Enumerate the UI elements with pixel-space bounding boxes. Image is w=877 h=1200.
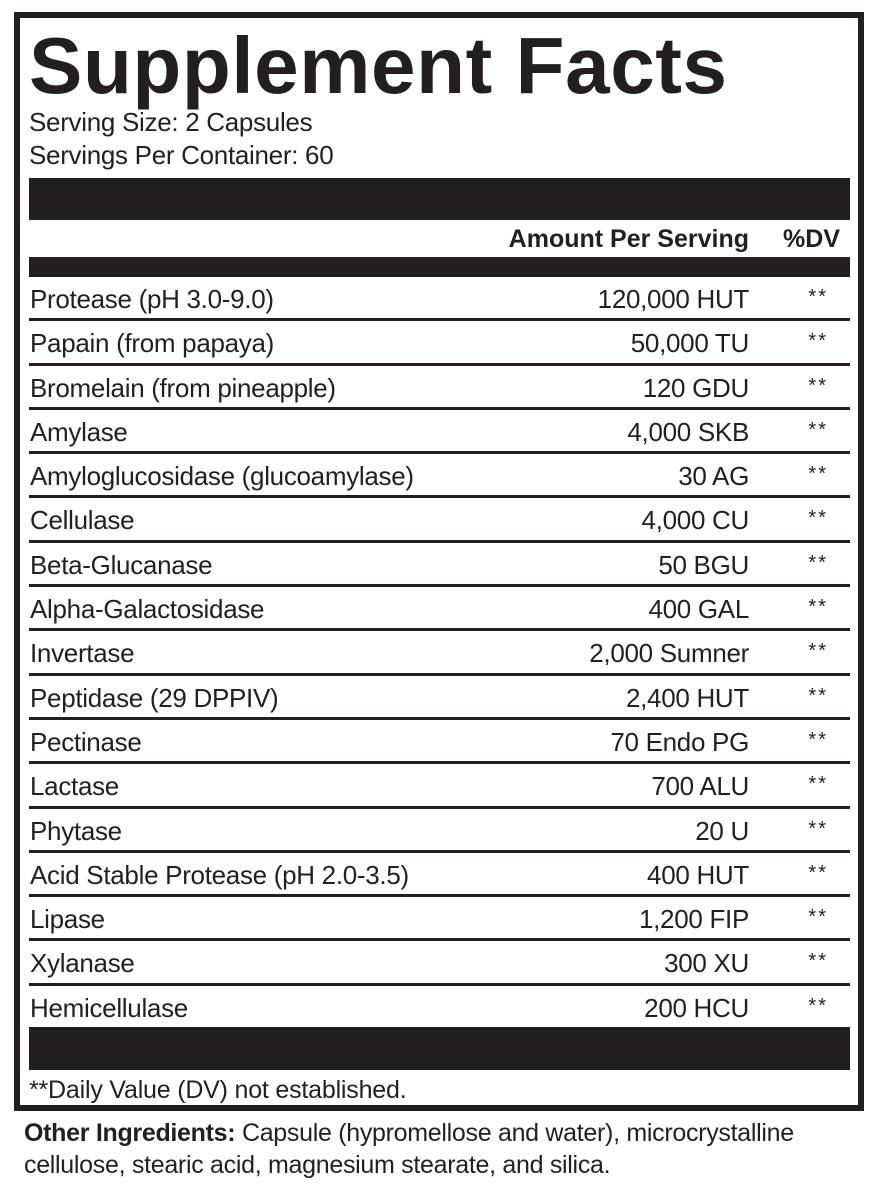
ingredient-dv: ** [808,507,828,530]
footnote: **Daily Value (DV) not established. [29,1076,407,1105]
table-row: Phytase 20 U ** [29,809,850,853]
ingredient-name: Amyloglucosidase (glucoamylase) [30,461,414,492]
table-row: Amyloglucosidase (glucoamylase) 30 AG ** [29,454,850,499]
ingredient-name: Papain (from papaya) [30,328,275,359]
table-row: Papain (from papaya) 50,000 TU ** [29,321,850,366]
ingredient-name: Lactase [30,771,119,802]
ingredient-dv: ** [808,596,828,619]
ingredient-dv: ** [808,728,828,751]
table-row: Invertase 2,000 Sumner ** [29,631,850,676]
ingredient-amount: 20 U [695,815,749,846]
panel-title: Supplement Facts [29,21,728,110]
ingredient-amount: 1,200 FIP [638,904,749,935]
ingredient-dv: ** [808,418,828,441]
ingredient-name: Hemicellulase [30,992,188,1023]
ingredient-name: Xylanase [30,948,135,979]
ingredient-dv: ** [808,906,828,929]
ingredient-dv: ** [808,640,828,663]
other-ingredients-label: Other Ingredients: [24,1119,236,1147]
ingredient-name: Invertase [30,638,135,669]
ingredient-name: Phytase [30,815,122,846]
other-ingredients-text: Capsule (hypromellose and water), microc… [24,1119,794,1179]
bottom-divider [29,1027,850,1071]
ingredient-dv: ** [808,950,828,973]
ingredient-amount: 300 XU [664,948,749,979]
ingredient-dv: ** [808,773,828,796]
ingredient-dv: ** [808,817,828,840]
thick-divider [29,178,850,220]
ingredient-name: Pectinase [30,726,142,757]
ingredient-name: Lipase [30,904,105,935]
ingredient-amount: 120,000 HUT [597,284,750,314]
ingredient-dv: ** [808,286,828,308]
table-row: Cellulase 4,000 CU ** [29,498,850,543]
table-row: Acid Stable Protease (pH 2.0-3.5) 400 HUT… [29,853,850,898]
table-row: Lipase 1,200 FIP ** [29,897,850,942]
ingredient-amount: 4,000 SKB [627,416,749,447]
ingredient-dv: ** [808,463,828,486]
ingredient-name: Acid Stable Protease (pH 2.0-3.5) [30,859,409,890]
ingredient-amount: 70 Endo PG [610,726,749,757]
table-row: Amylase 4,000 SKB ** [29,410,850,455]
table-row: Peptidase (29 DPPIV) 2,400 HUT ** [29,676,850,720]
ingredient-amount: 700 ALU [651,771,749,802]
servings-per-container: Servings Per Container: 60 [29,140,334,170]
column-header: Amount Per Serving %DV [29,220,850,257]
ingredient-name: Alpha-Galactosidase [30,594,265,625]
ingredient-amount: 400 GAL [648,594,749,625]
dv-header: %DV [783,225,840,253]
other-ingredients: Other Ingredients: Capsule (hypromellose… [24,1117,864,1181]
ingredient-amount: 120 GDU [642,372,750,403]
table-row: Xylanase 300 XU ** [29,941,850,986]
ingredient-dv: ** [808,994,828,1017]
table-row: Protease (pH 3.0-9.0) 120,000 HUT ** [29,277,850,322]
table-row: Lactase 700 ALU ** [29,764,850,809]
ingredient-name: Beta-Glucanase [30,549,213,580]
ingredient-dv: ** [808,551,828,574]
table-row: Beta-Glucanase 50 BGU ** [29,543,850,588]
header-divider [29,257,850,277]
ingredient-dv: ** [808,861,828,884]
serving-size: Serving Size: 2 Capsules [29,107,313,137]
ingredient-amount: 2,400 HUT [625,682,749,713]
ingredient-amount: 400 HUT [647,859,749,890]
supplement-facts-panel: Supplement Facts Serving Size: 2 Capsule… [14,12,864,1111]
ingredient-dv: ** [808,684,828,707]
ingredient-amount: 50,000 TU [630,328,750,359]
ingredient-name: Cellulase [30,505,135,536]
ingredient-dv: ** [808,330,828,353]
ingredient-table: Protease (pH 3.0-9.0) 120,000 HUT ** Papain… [29,277,850,1027]
table-row: Hemicellulase 200 HCU ** [29,986,850,1027]
ingredient-amount: 2,000 Sumner [589,638,749,669]
amount-header: Amount Per Serving [508,225,749,253]
ingredient-amount: 50 BGU [658,549,749,580]
table-row: Alpha-Galactosidase 400 GAL ** [29,587,850,632]
ingredient-name: Protease (pH 3.0-9.0) [30,284,274,314]
ingredient-name: Amylase [30,416,128,447]
ingredient-name: Bromelain (from pineapple) [30,372,336,403]
ingredient-dv: ** [808,374,828,397]
ingredient-amount: 200 HCU [644,992,749,1023]
ingredient-amount: 30 AG [678,461,749,492]
table-row: Pectinase 70 Endo PG ** [29,720,850,765]
table-row: Bromelain (from pineapple) 120 GDU ** [29,366,850,410]
ingredient-amount: 4,000 CU [641,505,750,536]
ingredient-name: Peptidase (29 DPPIV) [30,682,279,713]
